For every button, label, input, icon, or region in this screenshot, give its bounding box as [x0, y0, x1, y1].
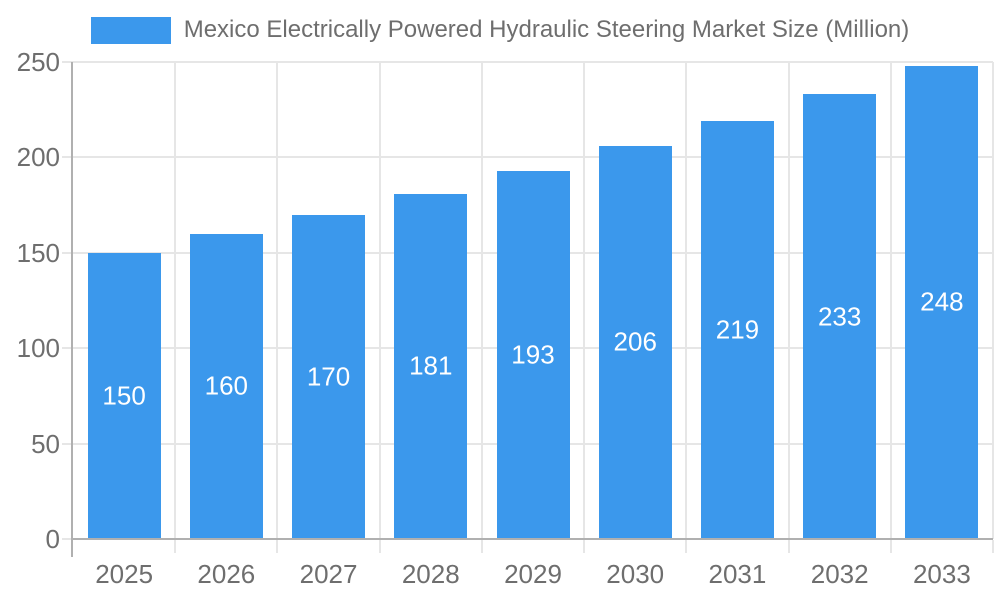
bar[interactable]: 181	[394, 193, 468, 539]
x-grid-line	[378, 62, 381, 539]
bar[interactable]: 248	[905, 65, 979, 539]
bar[interactable]: 170	[292, 214, 366, 539]
y-tick-label: 200	[16, 142, 60, 173]
bar[interactable]: 219	[700, 121, 774, 539]
y-tick-mark	[62, 156, 73, 159]
y-tick-label: 100	[16, 333, 60, 364]
x-grid-line	[685, 62, 688, 539]
chart-title: Mexico Electrically Powered Hydraulic St…	[183, 16, 910, 43]
bar[interactable]: 150	[87, 252, 161, 539]
x-grid-line	[276, 62, 279, 539]
x-axis-line	[71, 538, 993, 540]
x-tick-label: 2030	[606, 559, 665, 589]
x-tick-label: 2027	[299, 559, 358, 589]
y-tick-mark	[62, 538, 73, 540]
y-tick-mark	[62, 61, 73, 63]
x-tick-label: 2029	[504, 559, 562, 589]
x-grid-line	[174, 62, 177, 539]
x-grid-line	[992, 62, 994, 539]
x-grid-line	[787, 62, 790, 539]
x-grid-line	[480, 62, 483, 539]
y-tick-label: 150	[16, 237, 60, 268]
chart-legend: Mexico Electrically Powered Hydraulic St…	[0, 16, 1000, 44]
x-tick-label: 2031	[708, 559, 767, 589]
x-tick-label: 2026	[197, 559, 256, 589]
y-tick-mark	[62, 347, 73, 350]
x-tick-mark	[276, 540, 279, 553]
bar-value-label: 150	[102, 380, 146, 411]
bar[interactable]: 193	[496, 170, 570, 539]
y-tick-label: 50	[31, 428, 60, 459]
x-grid-line	[583, 62, 586, 539]
bar-value-label: 206	[613, 326, 657, 357]
bar-value-label: 160	[204, 370, 249, 401]
x-tick-mark	[583, 540, 586, 553]
y-axis-line	[71, 62, 73, 557]
bar[interactable]: 233	[803, 94, 877, 539]
x-tick-label: 2033	[912, 559, 971, 589]
y-tick-mark	[62, 251, 73, 254]
bar-value-label: 170	[306, 361, 351, 392]
bar[interactable]: 160	[189, 233, 263, 539]
x-tick-mark	[889, 540, 892, 553]
bar-value-label: 233	[817, 301, 862, 332]
legend-swatch	[90, 16, 171, 44]
x-tick-mark	[378, 540, 381, 553]
x-tick-mark	[685, 540, 688, 553]
x-tick-label: 2032	[810, 559, 869, 589]
y-grid-line	[73, 61, 993, 63]
legend-item[interactable]: Mexico Electrically Powered Hydraulic St…	[90, 16, 910, 44]
y-tick-label: 250	[16, 47, 60, 77]
x-tick-mark	[174, 540, 177, 553]
x-tick-label: 2028	[401, 559, 460, 589]
bar-value-label: 181	[409, 350, 453, 381]
x-tick-mark	[992, 540, 994, 553]
bar-value-label: 219	[715, 314, 760, 345]
x-tick-mark	[787, 540, 790, 553]
x-grid-line	[889, 62, 892, 539]
y-tick-label: 0	[45, 524, 60, 554]
bar[interactable]: 206	[598, 145, 672, 539]
bar-value-label: 248	[920, 286, 964, 317]
bar-value-label: 193	[511, 339, 555, 370]
x-tick-label: 2025	[95, 559, 154, 589]
y-tick-mark	[62, 442, 73, 445]
x-tick-mark	[480, 540, 483, 553]
y-grid-line	[73, 156, 993, 159]
